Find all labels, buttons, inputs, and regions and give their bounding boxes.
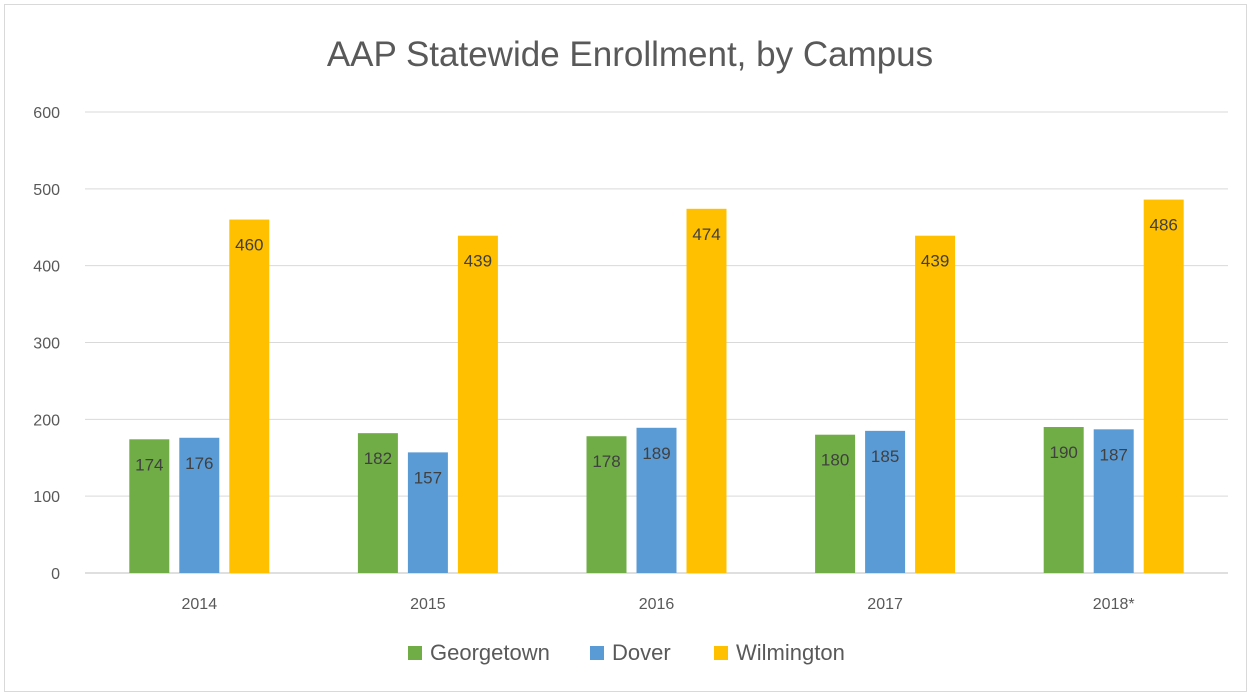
data-label: 190 [1050,443,1078,462]
x-tick-label: 2015 [410,596,446,613]
y-tick-label: 0 [51,566,60,583]
x-tick-label: 2016 [639,596,675,613]
x-axis-ticks: 2014 2015 2016 2017 2018* [182,596,1135,613]
y-axis-ticks: 0 100 200 300 400 500 600 [33,105,60,583]
data-label: 176 [185,454,213,473]
data-label: 157 [414,468,442,487]
bar-dover-2017 [865,430,906,573]
bar-wilmington-2015 [457,235,498,573]
chart-title: AAP Statewide Enrollment, by Campus [327,35,933,74]
data-label: 180 [821,451,849,470]
legend-label-dover: Dover [612,640,671,665]
bar-wilmington-2018 [1143,199,1184,573]
bar-georgetown-2017 [815,434,856,573]
bar-wilmington-2017 [915,235,956,573]
bar-dover-2018 [1093,429,1134,573]
data-label: 178 [592,452,620,471]
y-tick-label: 500 [33,182,60,199]
bar-dover-2015 [407,452,448,573]
bar-dover-2014 [179,437,220,573]
y-tick-label: 200 [33,412,60,429]
data-label: 174 [135,455,163,474]
bar-wilmington-2016 [686,208,727,573]
bar-georgetown-2018 [1043,427,1084,573]
data-label: 439 [464,252,492,271]
legend-swatch-dover [590,646,604,660]
data-label: 439 [921,252,949,271]
bar-georgetown-2014 [129,439,170,573]
y-tick-label: 400 [33,259,60,276]
bar-georgetown-2016 [586,436,627,573]
bar-georgetown-2015 [357,433,398,573]
data-label: 474 [692,225,720,244]
chart-frame [4,4,1247,692]
x-tick-label: 2014 [182,596,218,613]
data-label: 189 [642,444,670,463]
legend-swatch-georgetown [408,646,422,660]
x-tick-label: 2018* [1093,596,1135,613]
data-label: 486 [1150,216,1178,235]
legend-swatch-wilmington [714,646,728,660]
data-label: 460 [235,236,263,255]
y-tick-label: 600 [33,105,60,122]
x-tick-label: 2017 [867,596,903,613]
y-tick-label: 300 [33,336,60,353]
data-label: 182 [364,449,392,468]
legend-label-wilmington: Wilmington [736,640,845,665]
data-label: 187 [1100,445,1128,464]
gridlines [85,111,1228,574]
legend: Georgetown Dover Wilmington [408,640,845,665]
legend-label-georgetown: Georgetown [430,640,550,665]
data-labels: 174 176 460 182 157 439 178 189 474 180 185 439 190 1… [135,216,1178,488]
bar-wilmington-2014 [229,219,270,574]
bar-dover-2016 [636,427,677,573]
data-label: 185 [871,447,899,466]
y-tick-label: 100 [33,489,60,506]
bars [129,199,1184,574]
